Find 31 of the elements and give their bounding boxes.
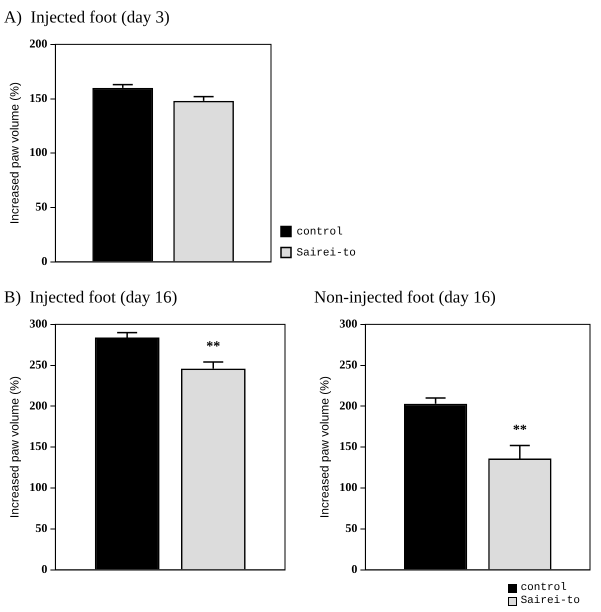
y-tick-label: 0 [351,562,358,576]
y-tick-label: 300 [339,316,358,330]
y-tick-label: 150 [29,90,48,105]
y-tick-label: 0 [41,254,48,268]
y-axis-title: Increased paw volume (%) [8,376,22,518]
y-tick-label: 100 [29,480,48,494]
annotation: ** [206,340,220,355]
legend-label: control [520,582,567,595]
y-tick-label: 50 [345,520,358,535]
y-tick-label: 50 [35,200,48,214]
y-tick-label: 0 [41,562,48,576]
y-axis-title: Increased paw volume (%) [8,82,22,224]
y-tick-label: 250 [339,357,358,372]
y-axis-title: Increased paw volume (%) [318,376,332,518]
y-tick-label: 250 [29,357,48,372]
y-tick-label: 150 [29,439,48,454]
y-tick-label: 50 [35,520,48,535]
y-tick-label: 300 [29,316,48,330]
chart-title: B) Injected foot (day 16) [4,288,178,307]
legend-label: control [296,226,343,238]
y-tick-label: 200 [29,36,48,50]
y-tick-label: 200 [29,398,48,412]
y-tick-label: 100 [339,480,358,494]
chart-title: Non-injected foot (day 16) [314,288,496,307]
legend-label: Sairei-to [520,595,580,608]
legend-label: Sairei-to [296,247,356,260]
annotation: ** [512,423,527,438]
y-tick-label: 200 [339,398,358,412]
y-tick-label: 150 [339,439,358,454]
y-tick-label: 100 [29,145,48,160]
chart-title: A) Injected foot (day 3) [4,8,170,27]
